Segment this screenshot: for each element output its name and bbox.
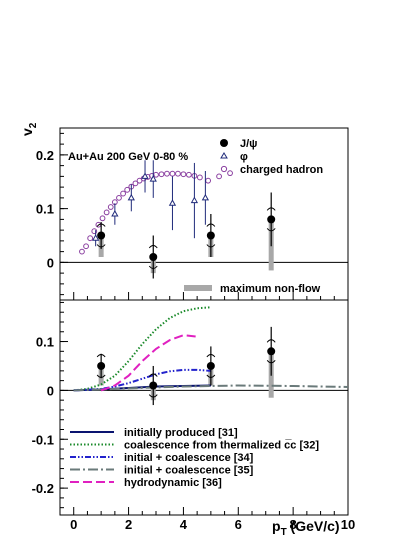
x-tick-label: 4: [180, 517, 188, 532]
top-jpsi-syscap: [96, 244, 106, 248]
top-jpsi-syscap: [148, 265, 158, 269]
charged-hadron-point: [164, 170, 170, 177]
top-ytick-label: 0: [47, 255, 54, 270]
charged-hadron-point: [180, 171, 187, 178]
bottom-jpsi-syscap: [96, 353, 106, 358]
charged-hadron-point: [99, 215, 106, 222]
legend-charged-marker: [220, 165, 228, 173]
bottom-plot-frame: [59, 299, 349, 516]
charged-hadron-point: [120, 190, 126, 197]
charged-hadron-point: [196, 174, 203, 181]
top-jpsi-syscap: [266, 228, 276, 232]
bottom-jpsi-syscap: [148, 394, 158, 398]
phi-point: [168, 199, 177, 206]
phi-point: [111, 209, 119, 217]
bottom-jpsi-point: [206, 361, 215, 370]
top-ytick-label: 0.2: [36, 148, 54, 163]
bottom-jpsi-syscap: [206, 353, 216, 358]
top-jpsi-point: [149, 253, 158, 261]
phi-point: [92, 234, 100, 241]
top-jpsi-point: [267, 215, 276, 224]
legend-label-5: hydrodynamic [36]: [124, 477, 222, 489]
legend-charged-label: charged hadron: [240, 164, 323, 176]
charged-hadron-point: [87, 235, 94, 242]
bottom-jpsi-point: [267, 347, 276, 356]
top-jpsi-syscap: [266, 207, 276, 211]
annotation-label: Au+Au 200 GeV 0-80 %: [68, 151, 188, 163]
legend-label-3: initial + coalescence [34]: [124, 452, 254, 464]
x-tick-label: 8: [290, 517, 297, 532]
bottom-jpsi-syscap: [266, 359, 276, 364]
charged-hadron-point: [169, 170, 176, 177]
charged-hadron-point: [216, 173, 222, 180]
x-tick-label: 0: [70, 517, 77, 532]
bottom-jpsi-syscap: [96, 374, 106, 378]
bottom-jpsi-syscap: [206, 374, 216, 378]
charged-hadron-point: [175, 170, 181, 177]
bottom-ytick-label: -0.1: [32, 432, 54, 447]
x-axis-label: pT (GeV/c): [272, 518, 340, 537]
bottom-ytick-label: 0: [47, 383, 54, 398]
bottom-ytick-label: -0.2: [32, 481, 54, 496]
bottom-jpsi-syscap: [148, 373, 158, 377]
legend-label-4: initial + coalescence [35]: [124, 465, 254, 477]
x-tick-label: 6: [235, 517, 242, 532]
legend-jpsi-marker: [220, 139, 228, 147]
legend-jpsi-label: J/ψ: [240, 138, 257, 150]
legend-label-2: coalescence from thermalized c̅c [32]: [124, 440, 319, 452]
x-tick-label: 10: [341, 517, 355, 532]
phi-point: [127, 193, 135, 201]
charged-hadron-point: [116, 194, 122, 201]
charged-hadron-point: [158, 171, 165, 178]
charged-hadron-point: [205, 177, 212, 184]
charged-hadron-point: [186, 171, 192, 178]
top-panel: 0 0.1 0.2 v2 Au+Au 200 GeV 0-80 % J/ψφcharged…: [19, 122, 349, 301]
top-jpsi-syscap: [206, 244, 216, 248]
charged-hadron-point: [79, 248, 85, 255]
charged-hadron-point: [83, 243, 89, 250]
bottom-jpsi-syscap: [266, 339, 276, 343]
charged-hadron-point: [107, 204, 114, 210]
phi-point: [201, 193, 210, 201]
legend-nonflow-label: maximum non-flow: [220, 283, 321, 295]
top-jpsi-syscap: [206, 223, 216, 227]
legend-label-1: initially produced [31]: [124, 427, 238, 439]
phi-point: [141, 172, 149, 179]
charged-hadron-point: [124, 186, 131, 193]
top-jpsi-point: [97, 231, 106, 240]
bottom-jpsi-point: [97, 361, 106, 370]
top-jpsi-syscap: [96, 223, 106, 227]
charged-hadron-point: [103, 209, 110, 216]
bottom-ytick-label: 0.1: [36, 335, 54, 350]
y-axis-label: v2: [19, 122, 39, 136]
top-ytick-label: 0.1: [36, 202, 54, 217]
legend-phi-marker: [220, 152, 228, 159]
legend-phi-label: φ: [240, 151, 248, 163]
charged-hadron-point: [132, 180, 139, 187]
phi-point: [190, 196, 199, 204]
phi-point: [149, 175, 157, 182]
top-jpsi-point: [206, 231, 215, 240]
model-curve-5: [100, 334, 198, 392]
charged-hadron-point: [91, 228, 98, 235]
top-jpsi-syscap: [148, 245, 158, 249]
model-curve-2: [73, 306, 211, 392]
model-curve-4: [73, 384, 349, 392]
x-tick-label: 2: [125, 517, 132, 532]
legend-nonflow-swatch: [184, 285, 212, 291]
bottom-jpsi-point: [149, 381, 158, 390]
charged-hadron-point: [227, 170, 233, 177]
